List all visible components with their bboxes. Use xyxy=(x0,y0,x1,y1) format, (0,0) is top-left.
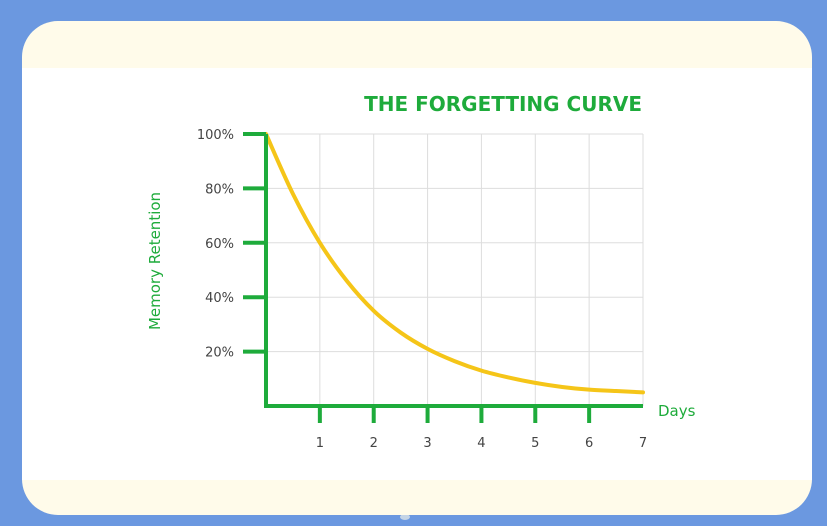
y-tick-label: 40% xyxy=(205,291,234,306)
x-tick-label: 7 xyxy=(639,436,647,451)
y-tick-label: 100% xyxy=(197,128,234,143)
x-tick-label: 2 xyxy=(370,436,378,451)
x-tick-label: 3 xyxy=(423,436,431,451)
x-tick-label: 1 xyxy=(316,436,324,451)
x-tick-label: 4 xyxy=(477,436,485,451)
forgetting-curve-chart: THE FORGETTING CURVE Memory Retention Da… xyxy=(146,92,696,451)
chart-title: THE FORGETTING CURVE xyxy=(364,92,642,116)
plot-panel xyxy=(22,68,812,480)
x-tick-label: 5 xyxy=(531,436,539,451)
y-tick-label: 60% xyxy=(205,237,234,252)
chart-card: THE FORGETTING CURVE Memory Retention Da… xyxy=(22,21,812,515)
y-tick-label: 80% xyxy=(205,182,234,197)
y-axis-label: Memory Retention xyxy=(146,192,164,330)
x-axis-label: Days xyxy=(658,402,696,420)
page-indicator-dot xyxy=(400,514,410,520)
retention-curve xyxy=(264,132,645,395)
y-tick-label: 20% xyxy=(205,346,234,361)
x-tick-label: 6 xyxy=(585,436,593,451)
